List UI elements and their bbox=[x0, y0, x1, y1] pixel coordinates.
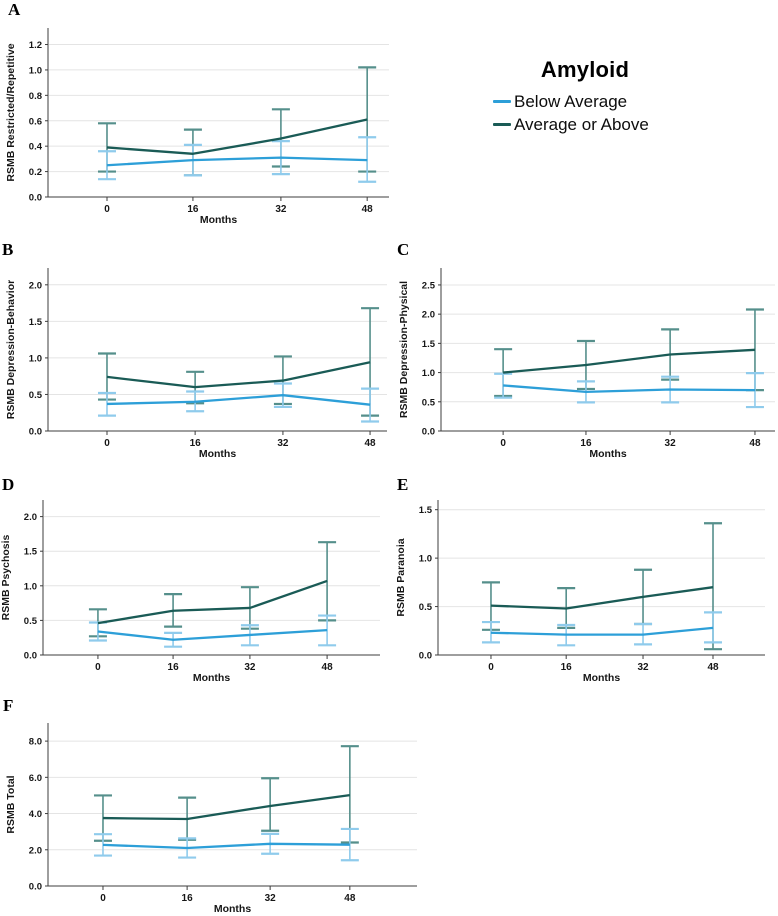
svg-text:48: 48 bbox=[362, 204, 374, 215]
chart-rsmb-depression-behavior: 0.0 0.5 1.0 1.5 2.0 0 16 32 48 RSMB Depression-Be… bbox=[5, 268, 387, 460]
svg-text:1.5: 1.5 bbox=[29, 317, 43, 328]
svg-text:RSMB Depression-Behavior: RSMB Depression-Behavior bbox=[5, 280, 17, 419]
svg-text:16: 16 bbox=[561, 662, 573, 673]
panel-d: D 0.0 0.5 1.0 1.5 2.0 0 16 32 48 RSMB Psychosis Mo… bbox=[0, 470, 390, 692]
svg-text:48: 48 bbox=[344, 893, 356, 904]
svg-text:0: 0 bbox=[104, 204, 110, 215]
chart-rsmb-paranoia: 0.0 0.5 1.0 1.5 0 16 32 48 RSMB Paranoia Months bbox=[395, 500, 765, 684]
svg-text:6.0: 6.0 bbox=[29, 773, 42, 784]
svg-text:2.5: 2.5 bbox=[422, 280, 436, 291]
chart-rsmb-psychosis: 0.0 0.5 1.0 1.5 2.0 0 16 32 48 RSMB Psychosis Mont… bbox=[0, 500, 380, 684]
svg-text:48: 48 bbox=[707, 662, 719, 673]
chart-rsmb-restricted-repetitive: 0.0 0.2 0.4 0.6 0.8 1.0 1.2 0 16 32 48 RSMB Restric… bbox=[5, 28, 389, 226]
panel-letter-b: B bbox=[2, 240, 14, 259]
panel-letter-d: D bbox=[2, 475, 15, 494]
svg-text:0.0: 0.0 bbox=[422, 427, 435, 438]
svg-text:1.5: 1.5 bbox=[24, 547, 38, 558]
svg-text:16: 16 bbox=[190, 438, 202, 449]
legend-item-average-or-above: Average or Above bbox=[489, 113, 681, 136]
svg-text:32: 32 bbox=[277, 438, 289, 449]
svg-text:0: 0 bbox=[95, 662, 101, 673]
svg-text:1.0: 1.0 bbox=[419, 554, 432, 565]
panel-b: B 0.0 0.5 1.0 1.5 2.0 0 16 32 48 RSMB Depression-… bbox=[0, 235, 390, 470]
svg-text:0.4: 0.4 bbox=[29, 142, 43, 153]
panel-letter-a: A bbox=[8, 0, 21, 19]
svg-text:0.5: 0.5 bbox=[29, 390, 43, 401]
svg-text:0.5: 0.5 bbox=[422, 397, 436, 408]
legend-line-average-or-above-icon bbox=[493, 123, 511, 126]
svg-text:0: 0 bbox=[100, 893, 106, 904]
panel-letter-f: F bbox=[3, 696, 14, 715]
svg-text:32: 32 bbox=[665, 438, 677, 449]
svg-text:0.0: 0.0 bbox=[24, 651, 37, 662]
svg-text:1.0: 1.0 bbox=[422, 368, 435, 379]
svg-text:RSMB Restricted/Repetitive: RSMB Restricted/Repetitive bbox=[5, 43, 17, 181]
panel-f: F 0.0 2.0 4.0 6.0 8.0 0 16 32 48 RSMB Total Months bbox=[0, 690, 425, 916]
svg-text:Months: Months bbox=[589, 448, 626, 460]
svg-text:0.6: 0.6 bbox=[29, 116, 42, 127]
svg-text:1.5: 1.5 bbox=[422, 339, 436, 350]
svg-text:0.0: 0.0 bbox=[29, 193, 42, 204]
svg-text:RSMB Psychosis: RSMB Psychosis bbox=[0, 534, 12, 620]
panel-c: C 0.0 0.5 1.0 1.5 2.0 2.5 0 16 32 48 RSMB Depressi… bbox=[388, 235, 778, 470]
chart-rsmb-total: 0.0 2.0 4.0 6.0 8.0 0 16 32 48 RSMB Total Months bbox=[5, 723, 417, 915]
svg-text:1.5: 1.5 bbox=[419, 505, 433, 516]
svg-text:Months: Months bbox=[214, 903, 251, 915]
svg-text:8.0: 8.0 bbox=[29, 737, 42, 748]
svg-text:2.0: 2.0 bbox=[29, 845, 42, 856]
legend-label-average-or-above: Average or Above bbox=[514, 114, 649, 134]
svg-text:0.2: 0.2 bbox=[29, 167, 42, 178]
svg-text:16: 16 bbox=[580, 438, 592, 449]
svg-text:0: 0 bbox=[500, 438, 506, 449]
svg-text:16: 16 bbox=[168, 662, 180, 673]
svg-text:Months: Months bbox=[199, 448, 236, 460]
svg-text:32: 32 bbox=[244, 662, 256, 673]
svg-text:16: 16 bbox=[187, 204, 199, 215]
svg-text:0.5: 0.5 bbox=[419, 602, 433, 613]
svg-text:48: 48 bbox=[322, 662, 334, 673]
panel-letter-c: C bbox=[397, 240, 410, 259]
svg-text:0.0: 0.0 bbox=[419, 651, 432, 662]
svg-text:0.0: 0.0 bbox=[29, 882, 42, 893]
legend: Amyloid Below Average Average or Above bbox=[489, 57, 681, 136]
legend-item-below-average: Below Average bbox=[489, 90, 681, 113]
svg-text:32: 32 bbox=[637, 662, 649, 673]
svg-text:RSMB Depression-Physical: RSMB Depression-Physical bbox=[398, 281, 410, 418]
svg-text:32: 32 bbox=[275, 204, 287, 215]
svg-text:0.8: 0.8 bbox=[29, 91, 42, 102]
svg-text:0.5: 0.5 bbox=[24, 616, 38, 627]
svg-text:1.0: 1.0 bbox=[24, 581, 37, 592]
legend-label-below-average: Below Average bbox=[514, 91, 628, 111]
panel-e: E 0.0 0.5 1.0 1.5 0 16 32 48 RSMB Paranoia Months bbox=[388, 470, 778, 692]
svg-text:48: 48 bbox=[364, 438, 376, 449]
svg-text:0: 0 bbox=[104, 438, 110, 449]
svg-text:0: 0 bbox=[488, 662, 494, 673]
svg-text:0.0: 0.0 bbox=[29, 427, 42, 438]
svg-text:1.0: 1.0 bbox=[29, 65, 42, 76]
panel-a: A 0.0 0.2 0.4 0.6 0.8 1.0 1.2 0 16 32 48 RSMB Restr… bbox=[0, 0, 445, 232]
legend-title: Amyloid bbox=[540, 57, 630, 82]
svg-text:1.2: 1.2 bbox=[29, 40, 42, 51]
legend-line-below-average-icon bbox=[493, 100, 511, 103]
svg-text:Months: Months bbox=[200, 214, 237, 226]
svg-text:4.0: 4.0 bbox=[29, 809, 42, 820]
svg-text:1.0: 1.0 bbox=[29, 353, 42, 364]
svg-text:Months: Months bbox=[583, 672, 620, 684]
svg-text:48: 48 bbox=[749, 438, 761, 449]
svg-text:2.0: 2.0 bbox=[422, 310, 435, 321]
svg-text:32: 32 bbox=[265, 893, 277, 904]
svg-text:16: 16 bbox=[182, 893, 194, 904]
svg-text:2.0: 2.0 bbox=[24, 512, 37, 523]
svg-text:2.0: 2.0 bbox=[29, 280, 42, 291]
chart-rsmb-depression-physical: 0.0 0.5 1.0 1.5 2.0 2.5 0 16 32 48 RSMB Depression… bbox=[398, 268, 775, 460]
svg-text:RSMB Total: RSMB Total bbox=[5, 775, 17, 833]
panel-letter-e: E bbox=[397, 475, 409, 494]
svg-text:Months: Months bbox=[193, 672, 230, 684]
svg-text:RSMB Paranoia: RSMB Paranoia bbox=[395, 538, 407, 616]
